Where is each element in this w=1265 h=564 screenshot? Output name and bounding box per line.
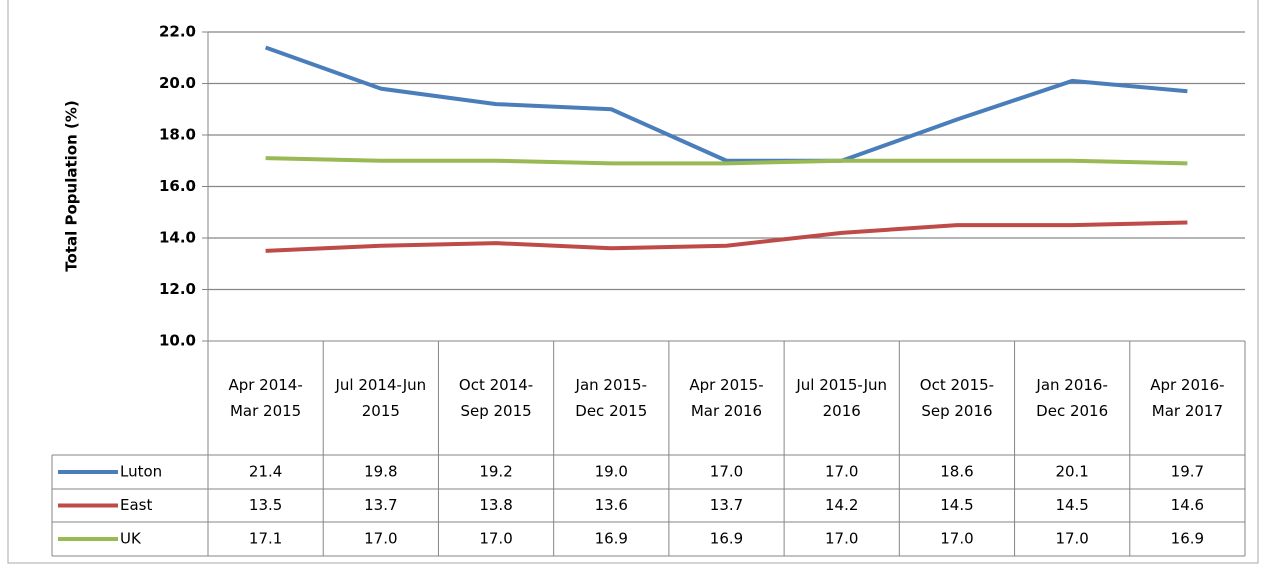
- x-tick-label: Apr 2015-Mar 2016: [689, 376, 764, 420]
- table-value: 14.5: [1055, 496, 1088, 514]
- chart-frame: [7, 0, 1259, 564]
- table-value: 14.5: [940, 496, 973, 514]
- y-tick-label: 10.0: [159, 332, 196, 350]
- y-axis-title: Total Population (%): [63, 100, 81, 271]
- table-value: 17.0: [825, 530, 858, 548]
- category-cell: Jul 2014-Jun 2015: [335, 376, 427, 420]
- table-value: 16.9: [595, 530, 628, 548]
- table-value: 13.6: [595, 496, 628, 514]
- y-tick-label: 20.0: [159, 74, 196, 92]
- table-value: 18.6: [940, 463, 973, 481]
- table-value: 20.1: [1055, 463, 1088, 481]
- category-cell: Oct 2015-Sep 2016: [919, 376, 995, 420]
- series-line: [264, 45, 1188, 163]
- legend-label: UK: [120, 530, 142, 548]
- table-value: 19.8: [364, 463, 397, 481]
- table-value: 17.0: [364, 530, 397, 548]
- table-value: 13.7: [364, 496, 397, 514]
- category-cell: Jul 2015-Jun 2016: [796, 376, 888, 420]
- y-tick-label: 12.0: [159, 280, 196, 298]
- legend-label: East: [120, 496, 152, 514]
- table-value: 13.8: [479, 496, 512, 514]
- series-line: [265, 156, 1188, 166]
- table-value: 17.0: [825, 463, 858, 481]
- y-tick-label: 22.0: [159, 23, 196, 41]
- x-tick-label: Jan 2016-Dec 2016: [1036, 376, 1109, 420]
- table-value: 14.6: [1171, 496, 1204, 514]
- x-tick-label: Jul 2014-Jun 2015: [335, 376, 427, 420]
- category-cell: Jan 2015-Dec 2015: [575, 376, 648, 420]
- y-tick-label: 14.0: [159, 229, 196, 247]
- table-value: 17.0: [1055, 530, 1088, 548]
- x-tick-label: Oct 2014-Sep 2015: [458, 376, 534, 420]
- y-tick-label: 16.0: [159, 177, 196, 195]
- category-cell: Oct 2014-Sep 2015: [458, 376, 534, 420]
- table-value: 17.0: [940, 530, 973, 548]
- category-cell: Apr 2016-Mar 2017: [1150, 376, 1225, 420]
- x-tick-label: Jan 2015-Dec 2015: [575, 376, 648, 420]
- category-cell: Apr 2015-Mar 2016: [689, 376, 764, 420]
- x-tick-label: Apr 2016-Mar 2017: [1150, 376, 1225, 420]
- category-cell: Apr 2014-Mar 2015: [228, 376, 303, 420]
- table-value: 19.2: [479, 463, 512, 481]
- x-tick-label: Jul 2015-Jun 2016: [796, 376, 888, 420]
- series-line: [265, 220, 1188, 253]
- table-value: 14.2: [825, 496, 858, 514]
- table-value: 16.9: [710, 530, 743, 548]
- table-value: 17.1: [249, 530, 282, 548]
- table-value: 17.0: [479, 530, 512, 548]
- table-value: 13.5: [249, 496, 282, 514]
- table-value: 19.7: [1171, 463, 1204, 481]
- x-tick-label: Oct 2015-Sep 2016: [919, 376, 995, 420]
- table-value: 17.0: [710, 463, 743, 481]
- legend-label: Luton: [120, 463, 162, 481]
- table-value: 19.0: [595, 463, 628, 481]
- table-value: 16.9: [1171, 530, 1204, 548]
- x-tick-label: Apr 2014-Mar 2015: [228, 376, 303, 420]
- y-tick-label: 18.0: [159, 126, 196, 144]
- category-cell: Jan 2016-Dec 2016: [1036, 376, 1109, 420]
- table-value: 13.7: [710, 496, 743, 514]
- table-value: 21.4: [249, 463, 282, 481]
